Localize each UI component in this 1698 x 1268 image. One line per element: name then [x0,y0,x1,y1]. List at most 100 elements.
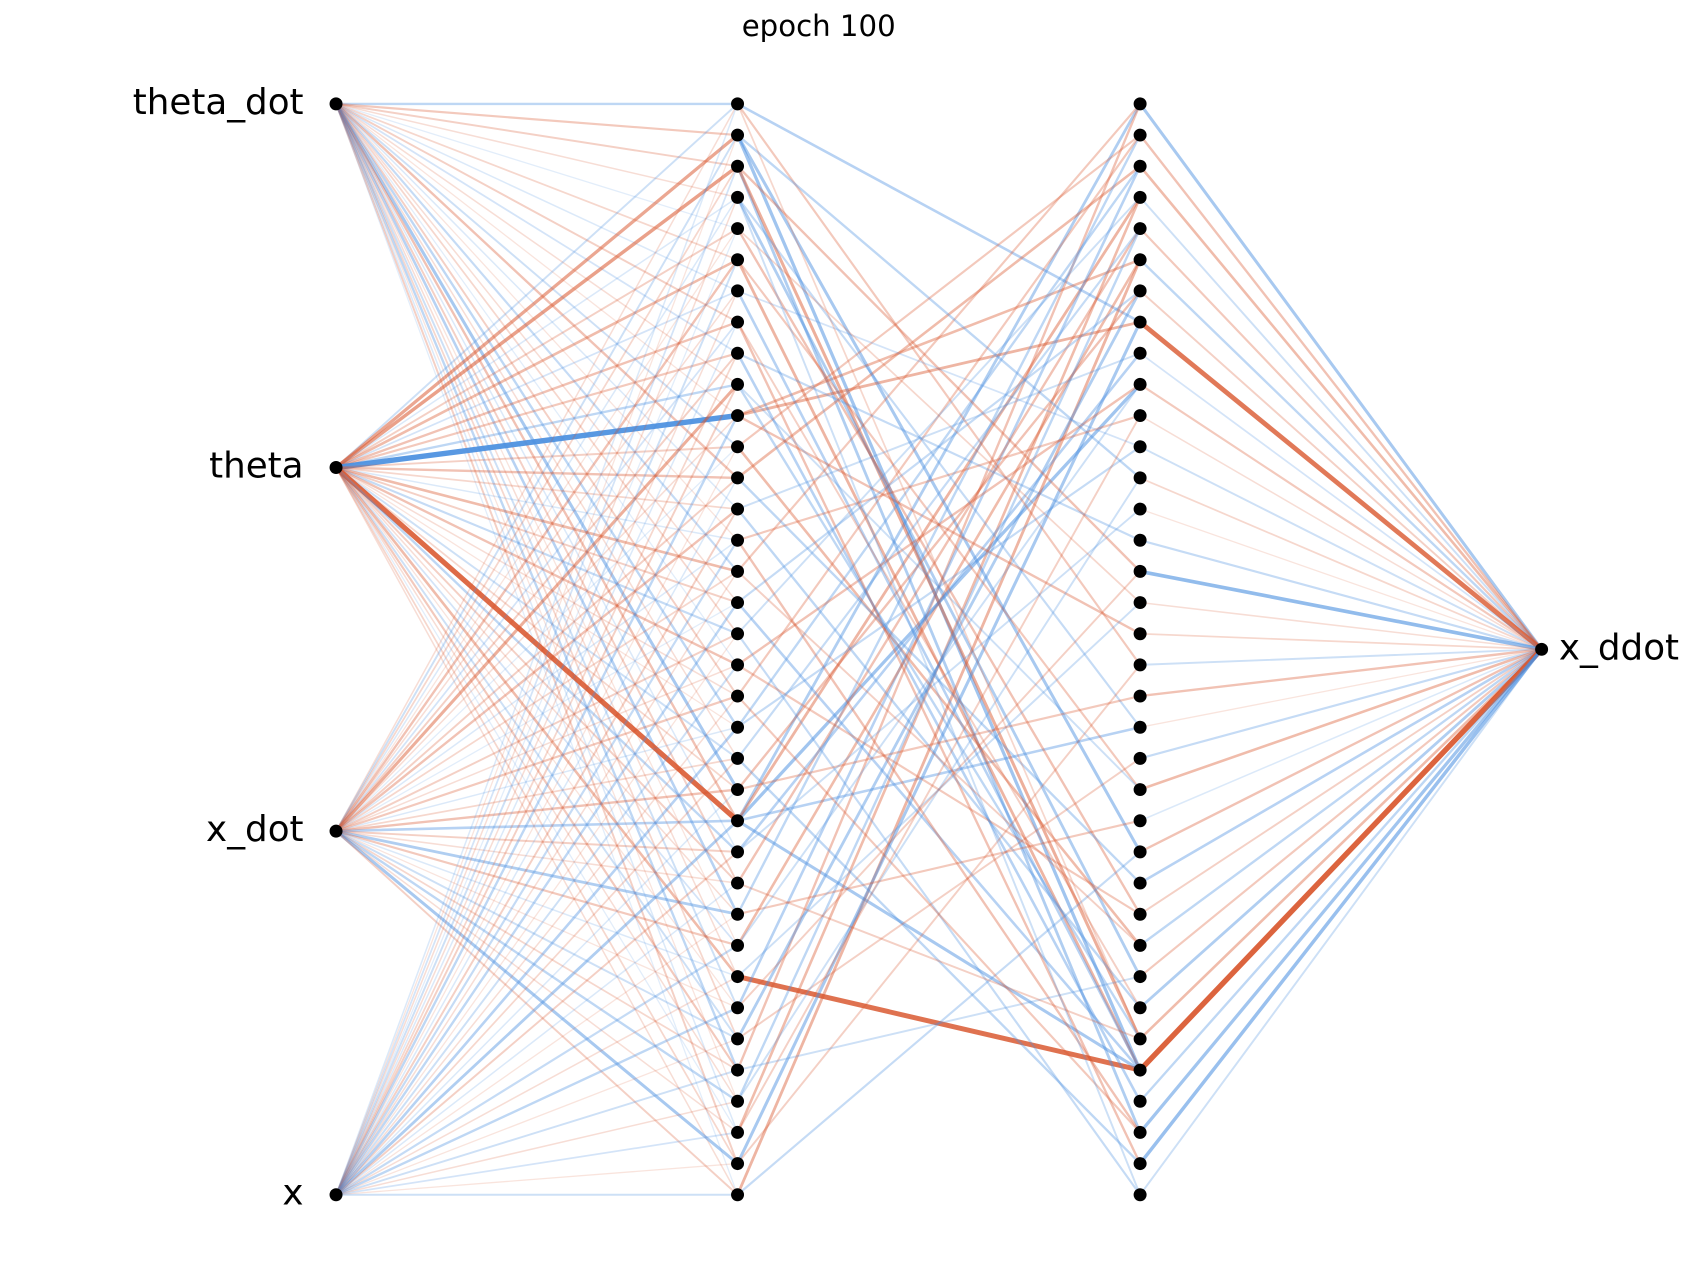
edge [335,102,739,448]
edge [334,258,739,469]
edge [334,383,739,469]
edge [335,788,739,1196]
edge [335,103,739,541]
edge [335,290,739,1196]
edge [335,165,739,1196]
node [1133,751,1147,765]
node [731,315,745,329]
node [1133,284,1147,298]
edge [334,102,739,1072]
edge [736,352,1142,542]
edge [736,102,1142,573]
edge [1138,648,1543,791]
node [1133,1125,1147,1139]
node [731,284,745,298]
node [1133,253,1147,267]
edge [736,196,1142,1196]
node [1133,222,1147,236]
edge [335,466,739,1134]
node [1133,596,1147,610]
edge [736,383,1142,667]
node [731,409,745,423]
edge [335,830,739,853]
edge [736,164,1142,480]
edge [335,103,739,1040]
node [731,190,745,204]
edge [335,1100,739,1196]
edge [736,164,1142,1134]
node [731,253,745,267]
node [731,222,745,236]
edge [736,102,1142,823]
edge [335,830,739,978]
edge [1138,164,1543,651]
node [1133,1157,1147,1171]
edge [736,321,1142,1009]
node [731,502,745,516]
edge [335,830,739,1134]
edge [335,466,739,885]
edge [334,466,739,573]
node [731,658,745,672]
edge [335,290,739,832]
node [731,128,745,142]
edge [1139,648,1543,760]
edge [334,466,739,667]
edge [335,103,739,604]
edge [736,507,1142,1009]
edge [736,320,1142,1165]
edge [736,164,1142,1041]
node [731,876,745,890]
edge [736,258,1142,791]
node [1133,1063,1147,1077]
edge [335,103,739,666]
edge [736,289,1142,604]
edge [736,663,1142,916]
edge [335,165,739,832]
node [731,1094,745,1108]
edge [334,258,739,833]
edge [335,466,739,1196]
edge [334,819,739,1197]
edge [335,466,739,510]
edge [335,664,739,832]
edge [736,757,1142,1165]
edge [1139,648,1543,666]
edge [1138,133,1543,651]
node [731,720,745,734]
node [731,596,745,610]
edge [335,102,739,1009]
edge [736,258,1142,947]
edge [335,102,739,168]
node [1133,627,1147,641]
edge [334,466,739,480]
node [329,461,343,474]
edge [335,830,739,1071]
edge [736,445,1142,729]
edge [736,601,1142,1072]
edge [334,601,739,1196]
edge [1139,648,1543,916]
node [1133,159,1147,173]
edge [334,830,739,947]
edge [736,632,1142,1196]
edge [1139,289,1543,651]
edge [334,352,739,469]
edge [335,1162,739,1196]
edge [736,102,1142,1072]
edge [1139,414,1543,651]
node [1133,440,1147,454]
edge [1137,319,1544,652]
edge [334,133,740,470]
edge [335,196,739,832]
node [1133,720,1147,734]
edge [334,320,739,469]
edge [736,850,1142,1196]
edge [736,383,1142,947]
node [1133,502,1147,516]
edges [333,102,1545,1197]
edge [736,694,1142,791]
edge [335,466,739,1102]
output-label: x_ddot [1559,627,1679,668]
node [329,824,343,838]
